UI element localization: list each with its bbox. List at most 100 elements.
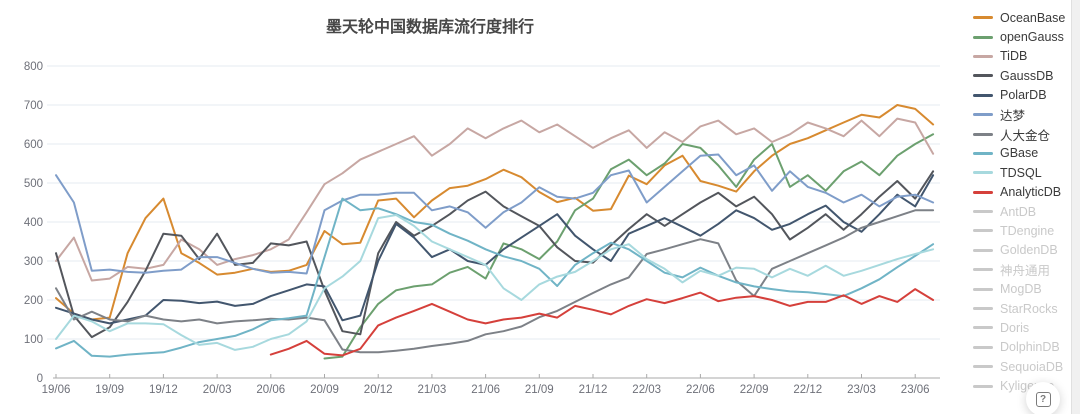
y-axis-label: 500 [24,178,43,190]
legend-label: openGauss [1000,30,1064,45]
legend-item-TDSQL[interactable]: TDSQL [973,163,1073,182]
legend-label: SequoiaDB [1000,359,1064,374]
series-line-TDSQL [55,214,935,351]
question-icon: ? [1035,391,1051,407]
x-axis-label: 20/09 [310,384,339,396]
x-axis-label: 19/06 [42,384,71,396]
legend-swatch [973,248,993,252]
legend-swatch [973,16,993,20]
legend-swatch [973,74,993,78]
legend-swatch [973,326,993,330]
legend-swatch [973,287,993,291]
legend-item-神舟通用[interactable]: 神舟通用 [973,260,1073,279]
x-axis-label: 21/12 [579,384,608,396]
legend-item-OceanBase[interactable]: OceanBase [973,8,1073,27]
legend-swatch [973,35,993,39]
series-line-人大金仓 [55,209,935,354]
legend-item-TDengine[interactable]: TDengine [973,221,1073,240]
legend-label: GoldenDB [1000,243,1058,258]
legend-label: PolarDB [1000,88,1047,103]
legend-item-GoldenDB[interactable]: GoldenDB [973,241,1073,260]
legend-item-openGauss[interactable]: openGauss [973,27,1073,46]
right-scrollbar[interactable] [1071,0,1080,414]
series-line-AnalyticDB [269,288,935,357]
legend-item-PolarDB[interactable]: PolarDB [973,86,1073,105]
legend-label: TiDB [1000,49,1028,64]
legend-label: AntDB [1000,204,1037,219]
series-line-OceanBase [55,104,935,321]
legend-item-AnalyticDB[interactable]: AnalyticDB [973,183,1073,202]
legend-swatch [973,113,993,117]
legend-item-DolphinDB[interactable]: DolphinDB [973,338,1073,357]
help-button[interactable]: ? [1026,382,1060,414]
x-axis-label: 22/12 [793,384,822,396]
legend-swatch [973,93,993,97]
x-axis-label: 22/03 [632,384,661,396]
x-axis-label: 21/03 [418,384,447,396]
y-axis-label: 200 [24,295,43,307]
legend-item-MogDB[interactable]: MogDB [973,279,1073,298]
series-line-GBase [55,197,935,358]
series-line-GaussDB [55,170,935,339]
x-axis-label: 19/09 [95,384,124,396]
legend-swatch [973,171,993,175]
x-axis-label: 21/06 [471,384,500,396]
x-axis-label: 20/12 [364,384,393,396]
y-axis-label: 0 [37,373,43,385]
legend-swatch [973,210,993,214]
legend-label: TDengine [1000,223,1055,238]
legend-item-SequoiaDB[interactable]: SequoiaDB [973,357,1073,376]
legend-label: StarRocks [1000,301,1058,316]
legend-item-Doris[interactable]: Doris [973,318,1073,337]
series-line-openGauss [323,133,935,360]
y-axis-label: 600 [24,139,43,151]
x-axis-label: 19/12 [149,384,178,396]
legend-label: TDSQL [1000,165,1042,180]
line-chart: 0 100 200 300 400 500 600 700 800 19/06 19/09 19/12… [24,61,940,396]
y-axis-label: 300 [24,256,43,268]
x-axis-label: 23/06 [901,384,930,396]
legend-item-AntDB[interactable]: AntDB [973,202,1073,221]
legend-label: 达梦 [1000,109,1026,124]
legend-label: GaussDB [1000,68,1054,83]
x-axis-label: 20/03 [203,384,232,396]
y-axis-label: 100 [24,334,43,346]
legend-swatch [973,229,993,233]
legend-label: 人大金仓 [1000,128,1051,143]
legend-swatch [973,345,993,349]
x-axis-label: 21/09 [525,384,554,396]
series-line-PolarDB [55,174,935,325]
legend-swatch [973,384,993,388]
legend-swatch [973,307,993,311]
legend-item-人大金仓[interactable]: 人大金仓 [973,124,1073,143]
legend-item-GaussDB[interactable]: GaussDB [973,66,1073,85]
legend-swatch [973,268,993,272]
legend-item-达梦[interactable]: 达梦 [973,105,1073,124]
series-line-达梦 [55,153,935,275]
y-axis-label: 800 [24,61,43,73]
legend-label: 神舟通用 [1000,264,1051,279]
legend-item-GBase[interactable]: GBase [973,144,1073,163]
legend-swatch [973,190,993,194]
legend-label: OceanBase [1000,10,1066,25]
x-axis-label: 20/06 [256,384,285,396]
y-axis-label: 400 [24,217,43,229]
chart-title: 墨天轮中国数据库流行度排行 [325,19,535,36]
legend-swatch [973,365,993,369]
legend: OceanBase openGauss TiDB GaussDB PolarDB 达梦人大… [973,8,1073,396]
legend-item-StarRocks[interactable]: StarRocks [973,299,1073,318]
y-axis-label: 700 [24,100,43,112]
legend-label: MogDB [1000,282,1042,297]
legend-swatch [973,151,993,155]
legend-label: DolphinDB [1000,340,1060,355]
x-axis-label: 22/09 [740,384,769,396]
legend-label: Doris [1000,320,1030,335]
legend-label: AnalyticDB [1000,185,1062,200]
legend-item-TiDB[interactable]: TiDB [973,47,1073,66]
x-axis-label: 22/06 [686,384,715,396]
x-axis-label: 23/03 [847,384,876,396]
legend-label: GBase [1000,146,1039,161]
series-line-TiDB [55,117,935,282]
legend-swatch [973,132,993,136]
